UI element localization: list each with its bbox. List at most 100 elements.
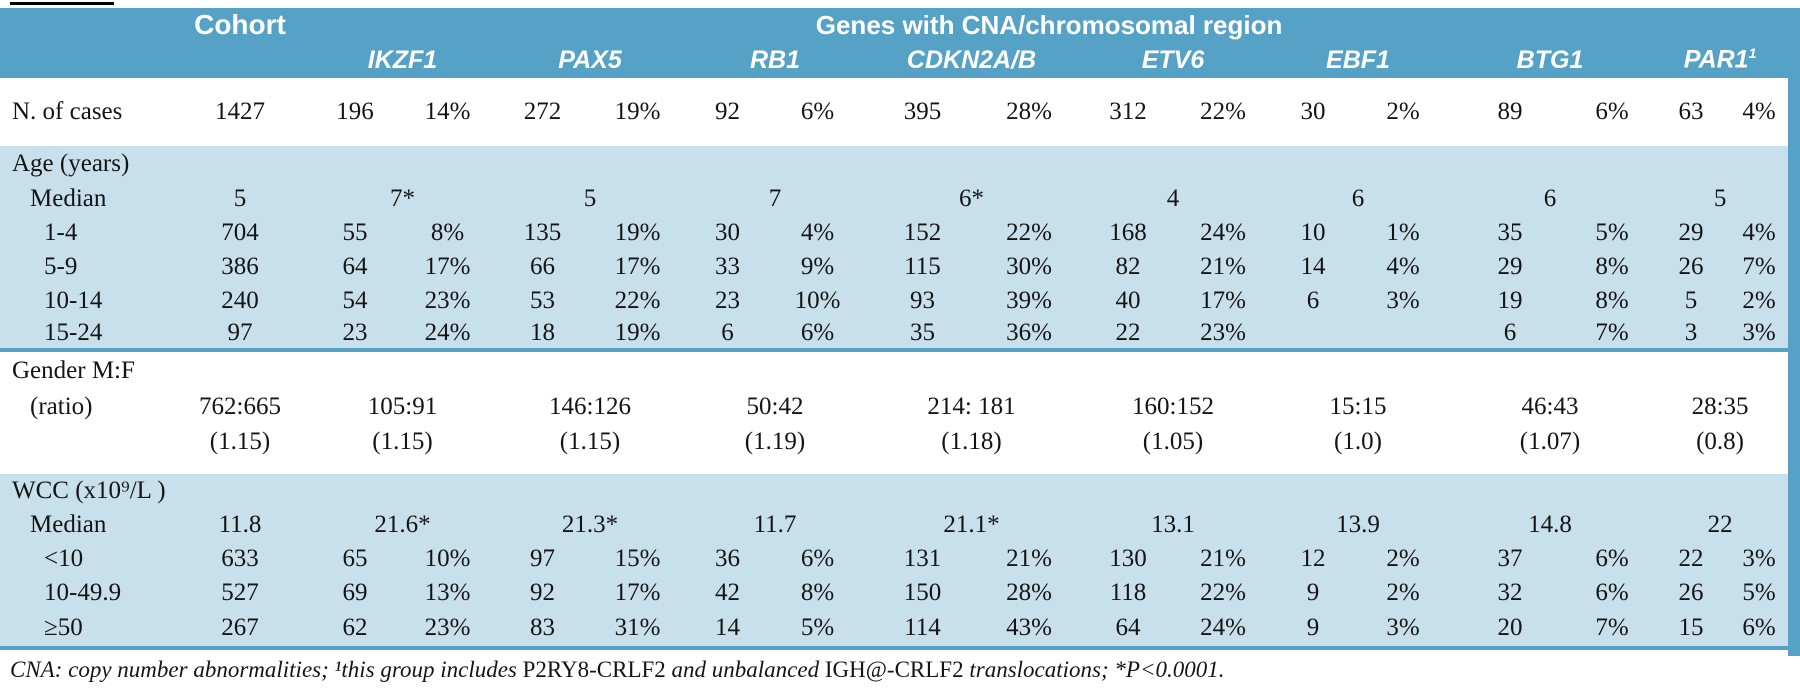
gene-n-value: 82: [1115, 253, 1141, 280]
gene-n-value: 9: [1306, 579, 1320, 606]
gene-span-value: (1.18): [941, 428, 1002, 455]
section-gender: Gender M:F (ratio) 762:665 105:91 146:126 50:…: [0, 350, 1788, 474]
gene-n-value: 26: [1678, 253, 1704, 280]
gene-pct-value: 13%: [424, 579, 471, 606]
row-label: Age (years): [12, 150, 130, 177]
table-row: Gender M:F: [0, 350, 1788, 390]
gene-n-value: 35: [1497, 219, 1523, 246]
gene-span-value: 28:35: [1691, 393, 1749, 420]
gene-pct-value: 7%: [1742, 253, 1776, 280]
table-row: <10 633 65 10% 97 15% 36 6% 131 21% 130 21% 12 2% 37 6%…: [0, 542, 1788, 576]
gene-pct-value: 22%: [614, 287, 661, 314]
gene-pct-value: 19%: [590, 318, 685, 352]
footnote-segment: translocations; *P<0.0001.: [963, 657, 1225, 682]
footnote-segment: P2RY8-CRLF2: [522, 657, 666, 682]
gene-n-value: 63: [1678, 98, 1704, 125]
gene-n-value: 42: [715, 579, 740, 606]
gene-span-value: 6: [1351, 185, 1365, 212]
gene-n-value: 30: [1300, 98, 1326, 125]
table-row: 5-9 386 64 17% 66 17% 33 9% 115 30% 82 21% 14 4% 29 8% 2…: [0, 250, 1788, 284]
row-label: (ratio): [30, 393, 93, 420]
gene-pct-value: 6%: [800, 545, 835, 572]
row-label: <10: [44, 545, 84, 572]
row-label: 1-4: [44, 219, 78, 246]
gene-n-value: [1268, 318, 1358, 352]
footnote-segment: IGH@-CRLF2: [824, 657, 964, 682]
gene-pct-value: 14%: [424, 98, 471, 125]
table-row: 15-24 97 23 24% 18 19% 6 6% 35 36% 22 23% 6 7% 3 3%: [0, 318, 1789, 352]
gene-pct-value: 22%: [1006, 219, 1052, 246]
gene-n-value: 93: [910, 287, 935, 314]
row-label: 5-9: [44, 253, 78, 280]
gene-n-value: 26: [1678, 579, 1704, 606]
gene-pct-value: 24%: [400, 318, 495, 352]
cohort-value: 527: [221, 579, 259, 606]
gene-n-value: 35: [865, 318, 980, 352]
crop-artifact-line: [10, 2, 114, 5]
gene-n-value: 168: [1109, 219, 1147, 246]
gene-pct-value: 17%: [424, 253, 471, 280]
gene-span-value: (1.05): [1142, 428, 1204, 455]
gene-n-value: 131: [903, 545, 942, 572]
gene-span-value: 214: 181: [927, 393, 1016, 420]
gene-n-value: 64: [342, 253, 368, 280]
cohort-value: 386: [221, 253, 259, 280]
gene-span-value: 46:43: [1521, 393, 1579, 420]
gene-span-value: (1.19): [744, 428, 806, 455]
table-row: 1-4 704 55 8% 135 19% 30 4% 152 22% 168 24% 10 1% 35 5%…: [0, 216, 1788, 250]
gene-n-value: 150: [903, 579, 942, 606]
gene-pct-value: 19%: [614, 219, 661, 246]
gene-n-value: 22: [1078, 318, 1178, 352]
gene-n-value: 37: [1497, 545, 1523, 572]
gene-span-value: 11.7: [753, 511, 797, 538]
gene-pct-value: 8%: [1595, 287, 1629, 314]
gene-span-value: 6: [1543, 185, 1557, 212]
gene-n-value: 40: [1115, 287, 1141, 314]
gene-n-value: 15: [1652, 610, 1730, 650]
gene-n-value: 115: [904, 253, 941, 280]
gene-pct-value: 17%: [1200, 287, 1246, 314]
cohort-value: (1.15): [209, 428, 271, 455]
gene-pct-value: 23%: [424, 287, 471, 314]
gene-n-value: 69: [342, 579, 368, 606]
gene-pct-value: 4%: [1386, 253, 1420, 280]
gene-pct-value: 6%: [770, 318, 865, 352]
genes-group-header: Genes with CNA/chromosomal region: [310, 8, 1789, 42]
gene-pct-value: 4%: [1742, 219, 1776, 246]
gene-pct-value: 6%: [1595, 545, 1629, 572]
gene-pct-value: 7%: [1572, 610, 1652, 650]
gene-pct-value: 10%: [424, 545, 471, 572]
gene-n-value: 36: [715, 545, 740, 572]
gene-n-value: 19: [1497, 287, 1523, 314]
gene-span-value: 4: [1166, 185, 1180, 212]
gene-n-value: 22: [1678, 545, 1704, 572]
gene-n-value: 89: [1497, 98, 1523, 125]
gene-n-value: 5: [1684, 287, 1698, 314]
gene-n-value: 114: [865, 610, 980, 650]
gene-header-ikzf1: IKZF1: [310, 42, 495, 78]
gene-span-value: 5: [583, 185, 597, 212]
gene-pct-value: 21%: [1200, 545, 1246, 572]
gene-pct-value: 8%: [1595, 253, 1629, 280]
gene-n-value: 6: [1448, 318, 1572, 352]
gene-n-value: 54: [342, 287, 368, 314]
header-spacer: [0, 8, 170, 42]
gene-span-value: 7*: [390, 185, 415, 212]
gene-span-value: 13.9: [1336, 511, 1380, 538]
gene-n-value: 29: [1497, 253, 1523, 280]
gene-pct-value: 9%: [800, 253, 835, 280]
gene-span-value: 6*: [959, 185, 984, 212]
gene-n-value: 18: [495, 318, 590, 352]
gene-pct-value: 43%: [980, 610, 1078, 650]
row-label: 10-14: [44, 287, 103, 314]
gene-header-row: IKZF1 PAX5 RB1 CDKN2A/B ETV6 EBF1 BTG1 PAR11: [0, 42, 1789, 78]
gene-n-value: 272: [523, 98, 562, 125]
gene-n-value: 64: [1078, 610, 1178, 650]
table-row: (ratio) 762:665 105:91 146:126 50:42 214: 181…: [0, 390, 1788, 424]
row-label: Median: [30, 185, 107, 212]
gene-n-value: 33: [715, 253, 740, 280]
gene-n-value: 312: [1109, 98, 1147, 125]
gene-pct-value: 23%: [1178, 318, 1268, 352]
right-edge-accent-strip: [1788, 8, 1800, 656]
